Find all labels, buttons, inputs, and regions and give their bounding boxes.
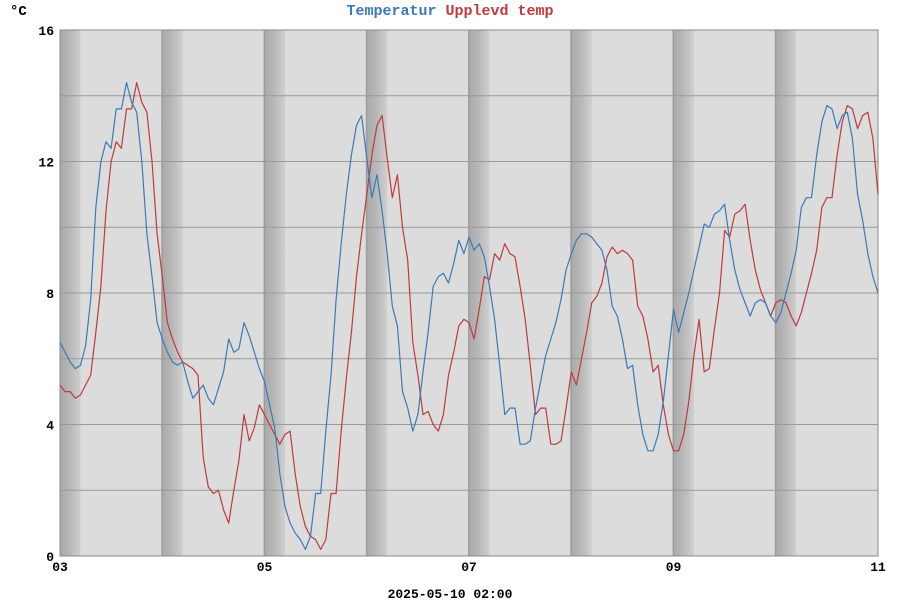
chart-title: Temperatur Upplevd temp xyxy=(346,3,553,20)
x-tick-label: 11 xyxy=(870,560,886,575)
y-axis-unit: °C xyxy=(10,4,27,20)
x-tick-label: 03 xyxy=(52,560,68,575)
plot-area: 0 4 8 12 16 03 05 07 09 11 xyxy=(38,24,886,575)
chart-footer-timestamp: 2025-05-10 02:00 xyxy=(388,587,513,600)
y-tick-label: 16 xyxy=(38,24,54,39)
y-tick-label: 12 xyxy=(38,156,54,171)
y-tick-label: 8 xyxy=(46,287,54,302)
y-tick-label: 0 xyxy=(46,550,54,565)
title-separator xyxy=(436,3,445,20)
x-tick-label: 05 xyxy=(257,560,273,575)
x-tick-label: 09 xyxy=(666,560,682,575)
series-line-temperatur xyxy=(59,82,879,550)
x-tick-label: 07 xyxy=(461,560,477,575)
title-series-upplevd-temp: Upplevd temp xyxy=(446,3,554,20)
series-line-upplevd-temp xyxy=(59,82,879,550)
y-tick-label: 4 xyxy=(46,419,54,434)
title-series-temperatur: Temperatur xyxy=(346,3,436,20)
